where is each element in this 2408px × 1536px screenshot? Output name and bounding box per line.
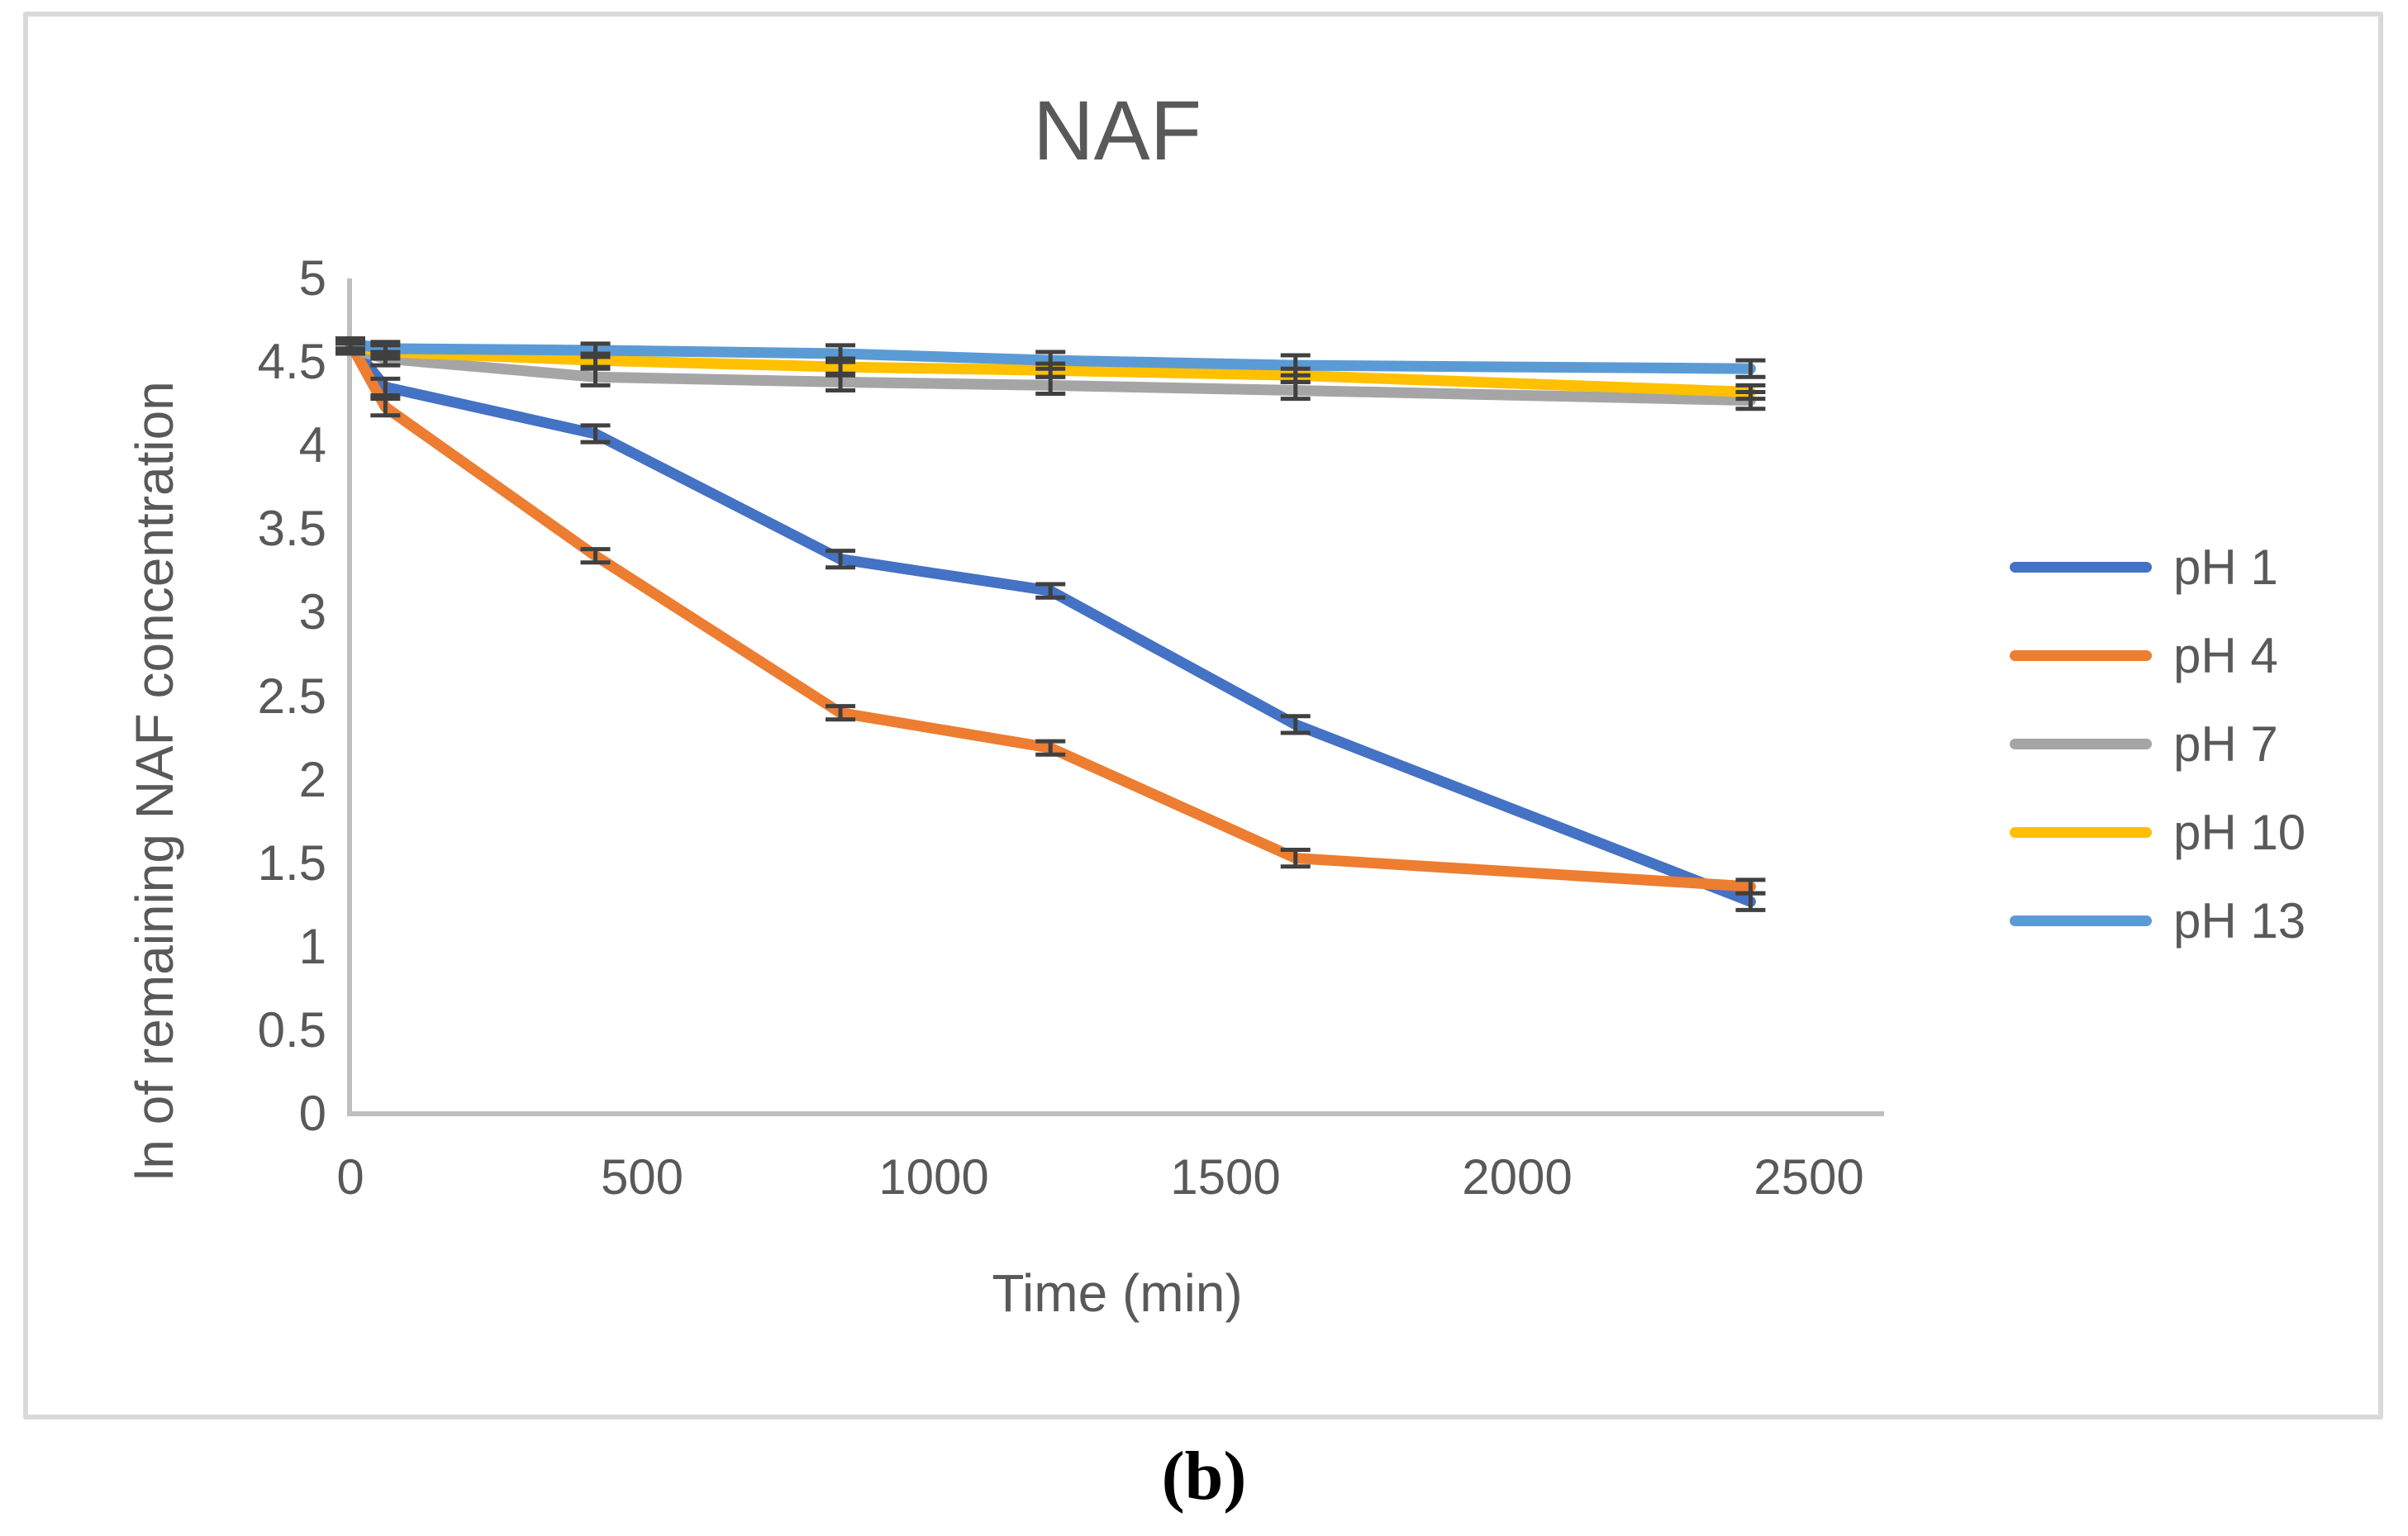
y-tick-label: 1 bbox=[298, 918, 326, 974]
x-tick-label: 2500 bbox=[1754, 1149, 1864, 1205]
error-bar bbox=[1035, 582, 1066, 600]
error-bar bbox=[580, 423, 611, 445]
legend-label: pH 10 bbox=[2173, 805, 2306, 860]
series-line-ph-1 bbox=[345, 338, 1756, 907]
error-bar bbox=[336, 336, 365, 351]
error-bar bbox=[1735, 877, 1766, 896]
y-tick-label: 0 bbox=[298, 1086, 326, 1141]
error-bar bbox=[1035, 350, 1066, 371]
error-bar bbox=[580, 341, 611, 359]
legend-label: pH 4 bbox=[2173, 628, 2278, 683]
legend-label: pH 13 bbox=[2173, 893, 2306, 949]
legend-line-swatch bbox=[2010, 915, 2152, 926]
axis-lines bbox=[347, 278, 1884, 1116]
error-bar bbox=[826, 343, 856, 364]
error-bar bbox=[370, 376, 401, 398]
error-bar bbox=[1035, 739, 1066, 757]
figure-caption: (b) bbox=[1161, 1438, 1247, 1515]
y-tick-label: 2 bbox=[298, 751, 326, 807]
chart-title: NAF bbox=[1033, 83, 1202, 178]
y-tick-label: 4 bbox=[298, 417, 326, 473]
y-tick-label: 2.5 bbox=[257, 668, 326, 724]
legend-item-ph-13: pH 13 bbox=[2010, 877, 2306, 965]
x-tick-label: 1500 bbox=[1170, 1149, 1281, 1205]
legend-item-ph-7: pH 7 bbox=[2010, 700, 2306, 788]
error-bar bbox=[1280, 848, 1311, 869]
x-tick-label: 2000 bbox=[1462, 1149, 1573, 1205]
error-bar bbox=[1280, 353, 1311, 378]
y-tick-label: 3.5 bbox=[257, 501, 326, 557]
y-tick-label: 1.5 bbox=[257, 835, 326, 891]
error-bar bbox=[1280, 714, 1311, 735]
x-tick-label: 0 bbox=[336, 1149, 364, 1205]
legend-line-swatch bbox=[2010, 562, 2152, 573]
legend-line-swatch bbox=[2010, 827, 2152, 838]
y-tick-label: 5 bbox=[298, 250, 326, 306]
legend-item-ph-10: pH 10 bbox=[2010, 788, 2306, 877]
y-tick-label: 0.5 bbox=[257, 1001, 326, 1058]
legend-line-swatch bbox=[2010, 739, 2152, 749]
legend-item-ph-4: pH 4 bbox=[2010, 611, 2306, 700]
error-bar bbox=[1735, 358, 1766, 379]
figure-border bbox=[23, 12, 2383, 1419]
error-bar bbox=[370, 340, 401, 358]
error-bar bbox=[1735, 383, 1766, 402]
error-bar bbox=[580, 547, 611, 565]
legend-label: pH 1 bbox=[2173, 540, 2278, 595]
error-bar bbox=[370, 397, 401, 418]
legend: pH 1 pH 4 pH 7 pH 10 pH 13 bbox=[2010, 523, 2306, 965]
y-tick-label: 4.5 bbox=[257, 334, 326, 390]
legend-line-swatch bbox=[2010, 650, 2152, 661]
x-tick-label: 500 bbox=[600, 1149, 684, 1205]
x-tick-label: 1000 bbox=[878, 1149, 989, 1205]
x-axis-title: Time (min) bbox=[992, 1263, 1243, 1323]
error-bar bbox=[826, 549, 856, 570]
legend-item-ph-1: pH 1 bbox=[2010, 523, 2306, 611]
legend-label: pH 7 bbox=[2173, 716, 2278, 772]
error-bar bbox=[826, 704, 856, 722]
y-tick-label: 3 bbox=[298, 584, 326, 640]
